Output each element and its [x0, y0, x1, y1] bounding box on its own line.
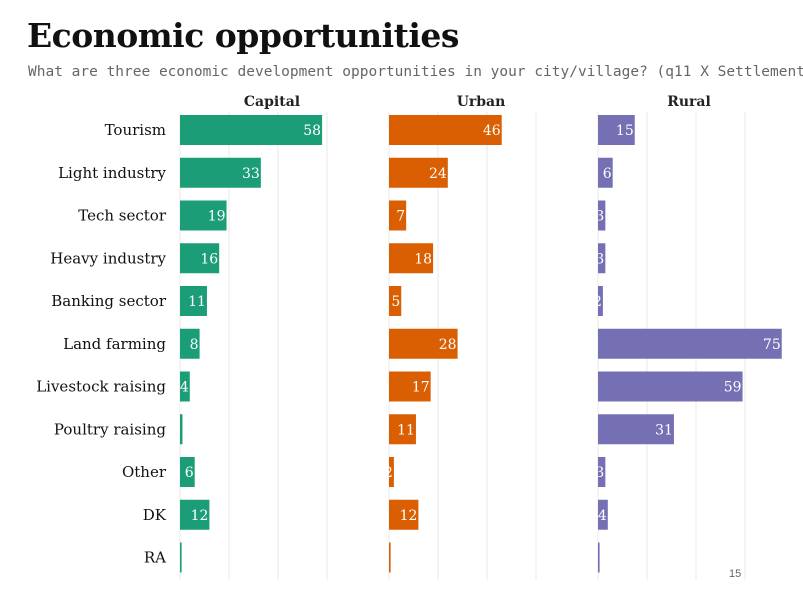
- facet-header-rural: Rural: [667, 94, 711, 110]
- value-label-capital-dk: 12: [191, 508, 209, 524]
- bar-urban-livestock-raising: [389, 371, 431, 402]
- bar-capital-heavy-industry: [180, 243, 220, 274]
- value-label-urban-livestock-raising: 17: [412, 380, 430, 396]
- bar-rural-tourism: [598, 115, 635, 145]
- category-label-ra: RA: [144, 549, 166, 567]
- bar-urban-ra: [389, 542, 391, 573]
- category-label-livestock-raising: Livestock raising: [36, 378, 166, 396]
- bar-capital-poultry-raising: [180, 414, 183, 445]
- value-label-rural-other: 3: [595, 465, 604, 481]
- bar-capital-ra: [180, 542, 182, 573]
- value-label-rural-dk: 4: [598, 508, 607, 524]
- chart-subtitle: What are three economic development oppo…: [28, 64, 803, 80]
- bar-urban-land-farming: [389, 328, 458, 359]
- value-label-urban-poultry-raising: 11: [397, 422, 415, 438]
- value-label-rural-land-farming: 75: [763, 337, 781, 353]
- bar-rural-dk: [598, 499, 608, 530]
- bar-rural-ra: [598, 542, 600, 573]
- value-label-capital-banking-sector: 11: [188, 294, 206, 310]
- bar-rural-light-industry: [598, 157, 613, 188]
- bar-rural-other: [598, 457, 606, 487]
- value-label-rural-heavy-industry: 3: [595, 251, 604, 267]
- bar-capital-livestock-raising: [180, 371, 190, 402]
- bar-capital-tourism: [180, 115, 323, 145]
- value-label-rural-livestock-raising: 59: [724, 380, 742, 396]
- value-label-capital-livestock-raising: 4: [180, 380, 189, 396]
- category-label-heavy-industry: Heavy industry: [50, 249, 166, 267]
- value-label-urban-other: 2: [384, 465, 393, 481]
- bar-rural-tech-sector: [598, 200, 606, 231]
- value-label-capital-land-farming: 8: [190, 337, 199, 353]
- value-label-rural-poultry-raising: 31: [655, 422, 673, 438]
- category-label-other: Other: [122, 463, 167, 481]
- value-label-capital-tech-sector: 19: [208, 209, 226, 225]
- value-label-capital-tourism: 58: [303, 123, 321, 139]
- value-label-capital-heavy-industry: 16: [200, 251, 218, 267]
- bar-rural-livestock-raising: [598, 371, 743, 402]
- category-label-dk: DK: [143, 506, 167, 524]
- page-number: 15: [729, 568, 742, 580]
- value-label-rural-banking-sector: 2: [593, 294, 602, 310]
- bar-capital-banking-sector: [180, 286, 207, 316]
- bar-rural-poultry-raising: [598, 414, 674, 445]
- bar-urban-light-industry: [389, 157, 448, 188]
- category-label-tech-sector: Tech sector: [78, 207, 167, 225]
- value-label-rural-light-industry: 6: [603, 166, 612, 182]
- bar-urban-heavy-industry: [389, 243, 434, 274]
- bar-rural-land-farming: [598, 328, 782, 359]
- chart-title: Economic opportunities: [27, 16, 459, 55]
- facet-header-urban: Urban: [457, 94, 506, 110]
- value-label-urban-banking-sector: 5: [391, 294, 400, 310]
- bar-rural-heavy-industry: [598, 243, 606, 274]
- value-label-capital-light-industry: 33: [242, 166, 260, 182]
- bar-capital-land-farming: [180, 328, 200, 359]
- bar-urban-poultry-raising: [389, 414, 416, 445]
- bar-capital-tech-sector: [180, 200, 227, 231]
- bar-urban-other: [389, 457, 394, 487]
- value-label-urban-tech-sector: 7: [396, 209, 405, 225]
- category-label-poultry-raising: Poultry raising: [54, 420, 166, 438]
- value-label-urban-heavy-industry: 18: [414, 251, 432, 267]
- bar-capital-dk: [180, 499, 210, 530]
- category-label-tourism: Tourism: [105, 121, 166, 139]
- facet-header-capital: Capital: [244, 94, 300, 110]
- value-label-rural-tech-sector: 3: [595, 209, 604, 225]
- bar-urban-banking-sector: [389, 286, 402, 316]
- category-label-land-farming: Land farming: [63, 335, 166, 353]
- bar-urban-tech-sector: [389, 200, 407, 231]
- bar-urban-tourism: [389, 115, 502, 145]
- value-label-urban-light-industry: 24: [429, 166, 447, 182]
- value-label-rural-tourism: 15: [616, 123, 634, 139]
- value-label-urban-dk: 12: [400, 508, 418, 524]
- value-label-urban-tourism: 46: [483, 123, 501, 139]
- bar-capital-other: [180, 457, 195, 487]
- category-label-banking-sector: Banking sector: [51, 292, 167, 310]
- value-label-capital-other: 6: [185, 465, 194, 481]
- bar-capital-light-industry: [180, 157, 261, 188]
- value-label-urban-land-farming: 28: [439, 337, 457, 353]
- value-label-capital-poultry-raising: 1: [173, 422, 182, 438]
- category-label-light-industry: Light industry: [58, 164, 166, 182]
- bar-urban-dk: [389, 499, 419, 530]
- bar-rural-banking-sector: [598, 286, 603, 316]
